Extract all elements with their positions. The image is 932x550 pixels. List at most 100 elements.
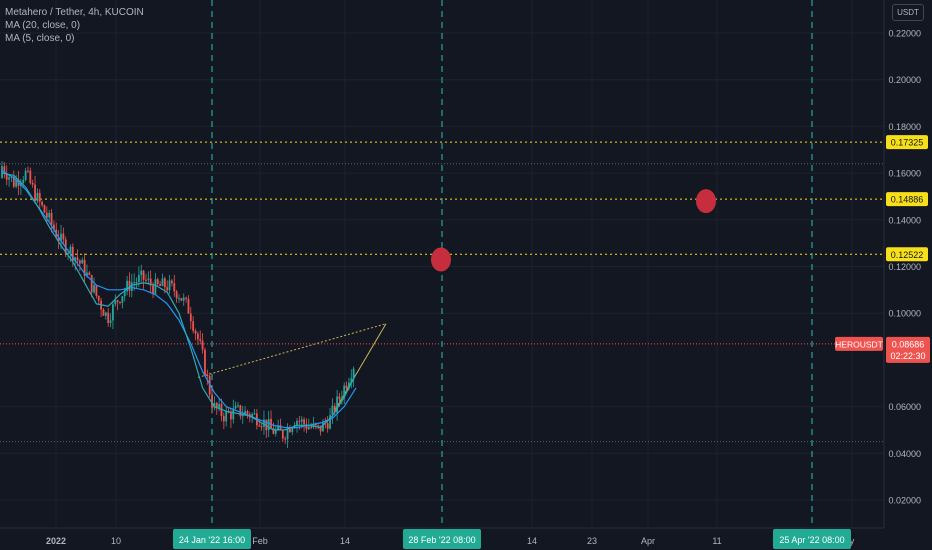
y-tick-label: 0.16000	[888, 169, 921, 179]
candle-body	[289, 428, 291, 433]
x-tick-label: 23	[587, 536, 597, 546]
candle-body	[230, 412, 232, 420]
candle-body	[291, 427, 294, 433]
candle-body	[126, 280, 128, 292]
candle-body	[201, 340, 204, 350]
candle-body	[57, 237, 60, 242]
candle-body	[112, 304, 114, 321]
candle-body	[156, 279, 159, 284]
candle-body	[45, 212, 48, 218]
x-tick-label: Feb	[252, 536, 268, 546]
y-tick-label: 0.10000	[888, 309, 921, 319]
candle-body	[232, 408, 235, 420]
candle-body	[48, 212, 51, 218]
candle-body	[213, 402, 216, 408]
candle-body	[246, 411, 249, 415]
circle-marker[interactable]	[696, 189, 716, 214]
candle-body	[15, 179, 18, 187]
candle-body	[1, 166, 3, 178]
trendline[interactable]	[334, 323, 387, 411]
candle-body	[22, 179, 25, 183]
candle-body	[326, 423, 329, 429]
ma20-legend[interactable]: MA (20, close, 0)	[5, 20, 81, 31]
candle-body	[196, 333, 199, 340]
ma20-line	[1, 170, 357, 429]
candle-body	[171, 280, 173, 284]
candle-body	[41, 201, 44, 206]
candle-body	[225, 411, 228, 422]
candle-body	[274, 429, 277, 434]
candle-body	[187, 298, 190, 314]
candle-body	[263, 419, 265, 427]
candle-body	[206, 375, 209, 377]
candle-body	[267, 418, 270, 431]
candle-body	[116, 300, 119, 302]
y-tick-label: 0.20000	[888, 75, 921, 85]
candle-body	[27, 170, 29, 172]
candle-body	[281, 430, 284, 439]
candle-body	[199, 339, 202, 341]
candle-body	[237, 405, 239, 407]
candle-body	[239, 405, 242, 417]
candle-body	[154, 279, 157, 294]
candle-body	[145, 279, 147, 281]
level-badge-label: 0.12522	[891, 250, 924, 260]
candle-body	[241, 415, 244, 417]
candle-body	[168, 280, 171, 291]
candle-body	[140, 270, 143, 275]
circle-markers	[431, 189, 716, 272]
price-axis[interactable]: 0.22000 0.20000 0.18000 0.16000 0.14000 0.120…	[835, 29, 930, 506]
candles	[1, 161, 355, 449]
x-tick-label: 2022	[46, 536, 66, 546]
y-tick-label: 0.02000	[888, 496, 921, 506]
candle-body	[67, 252, 69, 254]
candle-body	[102, 309, 105, 316]
candle-body	[284, 438, 287, 440]
candle-body	[29, 170, 32, 184]
candle-body	[104, 312, 107, 316]
circle-marker[interactable]	[431, 247, 451, 272]
x-tick-label: y	[850, 536, 855, 546]
y-tick-label: 0.18000	[888, 122, 921, 132]
candle-body	[272, 428, 275, 434]
x-tick-label: 14	[527, 536, 537, 546]
currency-button[interactable]: USDT	[892, 4, 924, 21]
candle-body	[50, 212, 53, 225]
time-axis[interactable]: 2022 10 Feb 14 14 23 Apr 11 y 24 Jan '22 16:00 28 …	[46, 529, 855, 549]
candle-body	[298, 420, 301, 422]
trendline-layer	[197, 323, 387, 411]
candle-body	[173, 283, 176, 292]
candle-body	[303, 419, 305, 425]
moving-averages	[1, 170, 357, 431]
x-highlight-label: 25 Apr '22 08:00	[779, 535, 844, 545]
x-highlight-badge	[773, 529, 851, 549]
candle-body	[81, 259, 84, 264]
candle-body	[97, 295, 100, 301]
candle-body	[270, 418, 272, 429]
candle-body	[286, 428, 289, 440]
candle-body	[71, 246, 74, 262]
candle-body	[133, 282, 136, 284]
candle-body	[175, 291, 178, 299]
candle-body	[279, 425, 282, 431]
ma5-legend[interactable]: MA (5, close, 0)	[5, 33, 75, 44]
candle-body	[180, 298, 183, 301]
last-price-label: 0.08686	[892, 339, 925, 349]
candle-body	[251, 414, 254, 418]
candle-body	[260, 426, 263, 428]
x-tick-label: 14	[340, 536, 350, 546]
candle-body	[185, 297, 187, 299]
level-badge-label: 0.17325	[891, 138, 924, 148]
candle-body	[147, 278, 150, 280]
countdown-label: 02:22:30	[890, 351, 925, 361]
candle-body	[152, 285, 154, 294]
x-tick-label: Apr	[641, 536, 655, 546]
x-tick-label: 10	[111, 536, 121, 546]
candle-body	[307, 426, 310, 430]
candle-body	[31, 183, 34, 185]
symbol-badge-label: HEROUSDT	[835, 339, 883, 349]
symbol-title[interactable]: Metahero / Tether, 4h, KUCOIN	[5, 7, 144, 18]
x-highlight-label: 24 Jan '22 16:00	[179, 535, 245, 545]
trendline[interactable]	[197, 323, 387, 378]
